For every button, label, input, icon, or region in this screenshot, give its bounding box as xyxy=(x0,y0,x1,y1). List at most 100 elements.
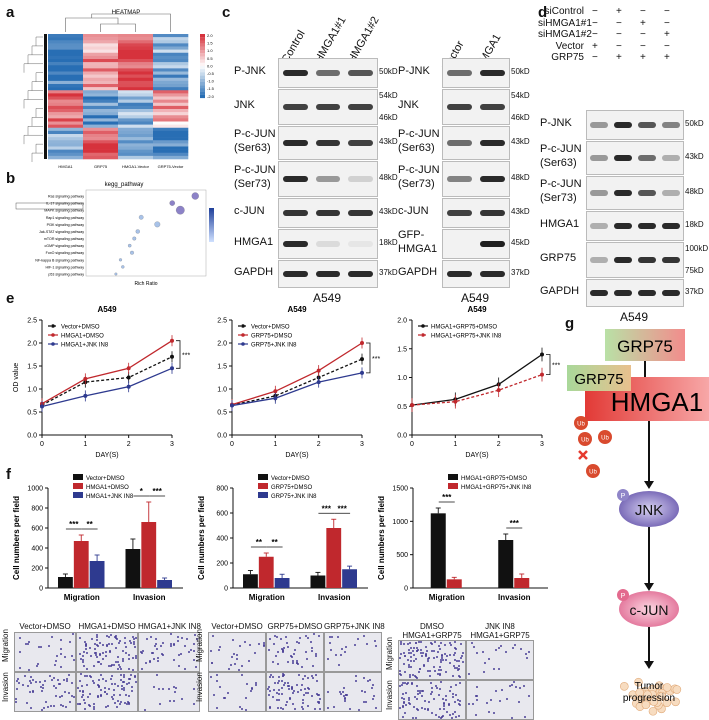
cell-dot xyxy=(162,641,165,644)
cell-dot xyxy=(63,678,66,681)
cell-dot xyxy=(154,644,157,647)
cell-dot xyxy=(485,702,488,704)
x-tick-label: 2 xyxy=(127,441,131,448)
heatmap-cell xyxy=(118,152,154,157)
blot-row-label: HMGA1 xyxy=(540,218,580,230)
cell-dot xyxy=(122,687,125,690)
cell-dot xyxy=(372,695,375,698)
cell-dot xyxy=(409,652,412,655)
cell-dot xyxy=(301,678,304,681)
molecular-weight-label: 43kD xyxy=(511,207,530,216)
cell-dot xyxy=(306,657,309,660)
kegg-dot xyxy=(127,243,132,248)
legend-label: Vector+DMSO xyxy=(271,476,310,482)
condition-mark: − xyxy=(592,29,598,40)
cell-dot xyxy=(274,681,277,684)
cell-dot xyxy=(211,662,214,664)
cell-dot xyxy=(172,700,175,703)
cell-dot xyxy=(438,645,441,648)
cell-dot xyxy=(420,651,423,654)
heatmap-cell xyxy=(153,80,189,85)
cell-dot xyxy=(97,695,100,698)
molecular-weight-label: 50kD xyxy=(511,67,530,76)
heatmap-cell xyxy=(153,90,189,94)
blot-band xyxy=(315,241,341,247)
cell-dot xyxy=(157,687,160,690)
cell-dot xyxy=(405,704,408,707)
cell-dot xyxy=(311,650,314,653)
cell-dot xyxy=(143,708,146,711)
heatmap-cell xyxy=(118,40,154,44)
heatmap-cell xyxy=(48,99,84,104)
cell-dot xyxy=(311,694,314,697)
panel-letter-f: f xyxy=(6,466,11,483)
cell-dot xyxy=(97,660,100,663)
cell-dot xyxy=(194,633,197,636)
cell-dot xyxy=(414,641,417,644)
heatmap-cell xyxy=(153,84,189,88)
blot-band xyxy=(348,104,373,110)
cell-dot xyxy=(518,687,521,690)
cell-dot xyxy=(121,684,124,687)
heatmap-cell xyxy=(48,80,84,85)
cell-dot xyxy=(280,686,283,689)
blot-band xyxy=(283,140,308,146)
cell-dot xyxy=(28,680,31,683)
cell-dot xyxy=(454,694,457,697)
cell-dot xyxy=(461,654,464,657)
cell-dot xyxy=(344,696,346,699)
cell-dot xyxy=(189,648,192,651)
blot-band xyxy=(480,210,505,216)
cell-dot xyxy=(499,645,502,648)
y-tick-label: 2.0 xyxy=(217,341,227,348)
tumor-cell xyxy=(662,698,672,708)
y-tick-label: 200 xyxy=(216,561,228,568)
cell-dot xyxy=(44,700,47,703)
tumor-cell xyxy=(657,691,667,701)
blot-row-label: P-c-JUN xyxy=(398,164,440,176)
heatmap-cell xyxy=(48,34,84,38)
cell-dot xyxy=(318,698,321,701)
cell-dot xyxy=(454,715,457,718)
cell-dot xyxy=(422,664,425,667)
blot-band xyxy=(447,210,472,216)
cell-dot xyxy=(80,685,83,688)
cell-dot xyxy=(402,698,405,700)
heatmap-cell xyxy=(48,140,84,144)
line-chart-1: A549 0.0 0.5 1.0 1.5 2.0 2.5 0 1 2 3 DAY(S) OD value… xyxy=(13,305,190,459)
cell-dot xyxy=(212,635,215,638)
cell-dot xyxy=(156,657,159,660)
cell-dot xyxy=(414,676,417,679)
heatmap-cell xyxy=(83,87,119,91)
cell-dot xyxy=(297,663,300,666)
cell-dot xyxy=(315,679,318,682)
cell-dot xyxy=(514,685,517,688)
data-point xyxy=(126,375,131,380)
cell-dot xyxy=(154,638,157,641)
cell-dot xyxy=(420,641,423,644)
kegg-dot xyxy=(118,258,122,262)
panel-letter-b: b xyxy=(6,170,16,187)
cell-dot xyxy=(262,644,265,647)
heatmap-cell xyxy=(153,93,189,97)
cell-dot xyxy=(15,679,18,682)
cell-dot xyxy=(127,702,130,705)
blot-row xyxy=(586,211,684,241)
cell-dot xyxy=(272,660,275,663)
cell-dot xyxy=(277,663,280,666)
cell-dot xyxy=(445,698,448,701)
cell-dot xyxy=(46,705,49,708)
cell-dot xyxy=(399,684,402,687)
heatmap-cell xyxy=(118,134,154,138)
blot-row-label: GFP- xyxy=(398,229,425,241)
cell-dot xyxy=(304,687,307,690)
condition-mark: − xyxy=(640,29,646,40)
kegg-dot xyxy=(154,221,161,228)
cell-dot xyxy=(411,716,414,719)
heatmap-cell xyxy=(118,130,154,135)
cell-dot xyxy=(112,689,115,692)
cell-dot xyxy=(293,653,296,656)
bar xyxy=(125,549,141,588)
blot-row-label: (Ser73) xyxy=(540,192,577,204)
cell-dot xyxy=(408,666,411,669)
